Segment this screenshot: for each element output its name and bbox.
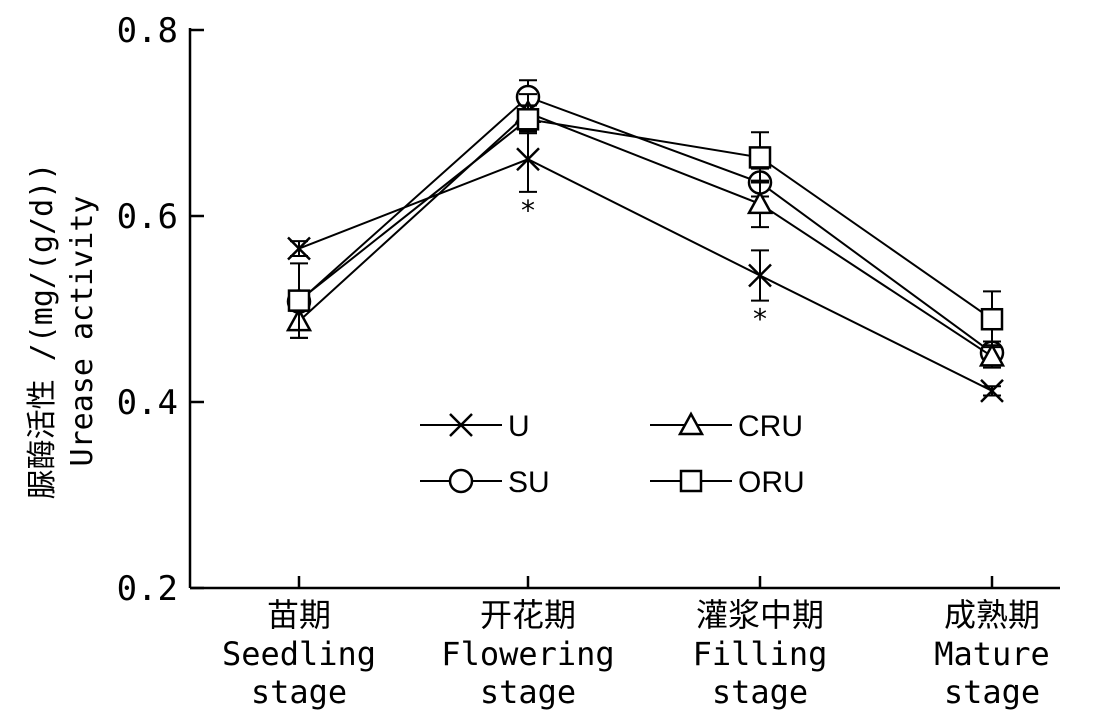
y-tick-label: 0.4	[117, 383, 178, 423]
significance-mark: *	[521, 194, 535, 227]
legend-item-su: SU	[420, 466, 550, 499]
y-ticks: 0.2 0.4 0.6 0.8	[117, 11, 204, 609]
y-tick-label: 0.2	[117, 569, 178, 609]
series-u	[287, 125, 1004, 403]
data-point-cru	[978, 342, 1006, 367]
category-label-en: Flowering	[441, 635, 614, 673]
legend-marker-oru	[679, 469, 703, 493]
y-tick-label: 0.8	[117, 11, 178, 51]
significance-marks: **	[521, 194, 767, 336]
category-label-zh: 成熟期	[944, 596, 1040, 634]
legend-marker-su	[448, 468, 474, 494]
data-point-u	[516, 147, 540, 172]
data-point-u-stroke	[287, 236, 311, 261]
legend-label-oru: ORU	[738, 466, 805, 499]
data-point-oru	[980, 307, 1004, 331]
axes	[188, 28, 1060, 590]
category-labels: 苗期Seedlingstage开花期Floweringstage灌浆中期Fill…	[222, 576, 1050, 711]
data-point-oru	[516, 108, 540, 131]
series-cru	[285, 93, 1006, 369]
legend-marker-u-stroke	[449, 413, 473, 437]
category-label-stage: stage	[944, 673, 1040, 711]
legend-marker-cru	[677, 411, 705, 436]
series-oru	[287, 104, 1004, 349]
data-point-u	[980, 378, 1004, 403]
data-point-oru	[287, 289, 311, 312]
category-label-en: Seedling	[222, 635, 376, 673]
legend: U CRU SU ORU	[420, 410, 805, 499]
data-point-u-stroke	[980, 378, 1004, 403]
y-tick-label: 0.6	[117, 197, 178, 237]
legend-label-su: SU	[508, 466, 550, 499]
series-su	[286, 79, 1005, 365]
legend-marker-u	[449, 413, 473, 437]
category-label-zh: 灌浆中期	[696, 596, 824, 634]
legend-item-cru: CRU	[650, 410, 803, 443]
series-group	[285, 79, 1006, 403]
legend-label-u: U	[508, 410, 530, 443]
category-label-stage: stage	[251, 673, 347, 711]
category-label-zh: 苗期	[267, 596, 331, 634]
y-axis-label-zh: 脲酶活性 /(mg/(g/d))	[25, 163, 60, 500]
data-point-u	[287, 236, 311, 261]
data-point-u-stroke	[748, 263, 772, 288]
legend-label-cru: CRU	[738, 410, 803, 443]
y-axis-label: 脲酶活性 /(mg/(g/d)) Urease activity	[25, 163, 100, 500]
category-label-stage: stage	[712, 673, 808, 711]
data-point-oru	[748, 146, 772, 169]
category-label-zh: 开花期	[480, 596, 576, 634]
significance-mark: *	[753, 303, 767, 336]
category-label-en: Mature	[934, 635, 1050, 673]
legend-item-u: U	[420, 410, 530, 443]
legend-item-oru: ORU	[650, 466, 805, 499]
data-point-u-stroke	[516, 147, 540, 172]
series-line-u	[298, 158, 993, 392]
data-point-u	[748, 263, 772, 288]
series-line-su	[298, 95, 993, 354]
y-axis-label-en: Urease activity	[65, 196, 100, 467]
category-label-stage: stage	[480, 673, 576, 711]
category-label-en: Filling	[693, 635, 828, 673]
series-line-oru	[298, 118, 993, 321]
series-line-cru	[298, 111, 993, 358]
data-point-cru	[746, 190, 774, 215]
